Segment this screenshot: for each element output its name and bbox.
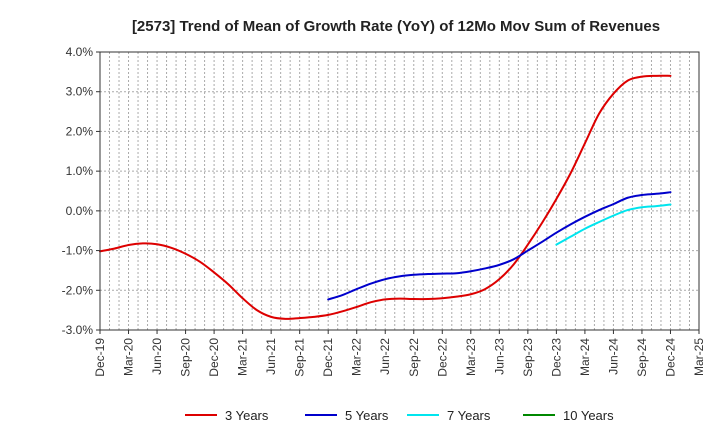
plot-border <box>99 51 700 331</box>
x-tick-label: Mar-21 <box>236 338 250 376</box>
y-tick-label: -3.0% <box>62 323 94 337</box>
series-lines <box>99 74 672 320</box>
series-line-3-years <box>99 74 672 320</box>
legend-label: 5 Years <box>345 408 389 423</box>
y-tick-label: 0.0% <box>66 204 94 218</box>
x-tick-label: Jun-23 <box>492 338 506 375</box>
legend-label: 7 Years <box>447 408 491 423</box>
x-tick-label: Dec-19 <box>93 338 107 377</box>
x-axis: Dec-19 Mar-20 Jun-20 Sep-20 Dec-20 Mar-21 Jun-… <box>93 330 706 377</box>
x-tick-label: Sep-22 <box>407 338 421 377</box>
x-tick-label: Mar-24 <box>578 338 592 376</box>
y-tick-label: 2.0% <box>66 124 94 138</box>
x-tick-label: Sep-24 <box>635 338 649 377</box>
x-tick-label: Dec-20 <box>207 338 221 377</box>
x-tick-label: Dec-21 <box>321 338 335 377</box>
y-tick-label: -2.0% <box>62 283 94 297</box>
plot-area <box>100 52 699 330</box>
x-tick-label: Jun-20 <box>150 338 164 375</box>
x-tick-label: Mar-23 <box>464 338 478 376</box>
y-tick-label: 4.0% <box>66 45 94 59</box>
legend-label: 3 Years <box>225 408 269 423</box>
legend: 3 Years 5 Years 7 Years 10 Years <box>185 408 614 423</box>
x-tick-label: Mar-25 <box>692 338 706 376</box>
x-tick-label: Sep-23 <box>521 338 535 377</box>
y-tick-label: -1.0% <box>62 244 94 258</box>
x-tick-label: Dec-24 <box>663 338 677 377</box>
y-tick-label: 3.0% <box>66 85 94 99</box>
series-line-7-years <box>555 203 672 246</box>
legend-label: 10 Years <box>563 408 614 423</box>
chart-title: [2573] Trend of Mean of Growth Rate (YoY… <box>132 18 660 35</box>
x-tick-label: Jun-21 <box>264 338 278 375</box>
x-tick-label: Mar-20 <box>122 338 136 376</box>
y-axis: -3.0% -2.0% -1.0% 0.0% 1.0% 2.0% 3.0% 4.0% <box>62 45 100 337</box>
x-tick-label: Mar-22 <box>350 338 364 376</box>
x-tick-label: Sep-21 <box>293 338 307 377</box>
series-line-5-years <box>327 191 672 301</box>
y-tick-label: 1.0% <box>66 164 94 178</box>
x-tick-label: Sep-20 <box>179 338 193 377</box>
x-tick-label: Jun-22 <box>378 338 392 375</box>
x-tick-label: Dec-22 <box>435 338 449 377</box>
x-tick-label: Jun-24 <box>606 338 620 375</box>
x-tick-label: Dec-23 <box>549 338 563 377</box>
